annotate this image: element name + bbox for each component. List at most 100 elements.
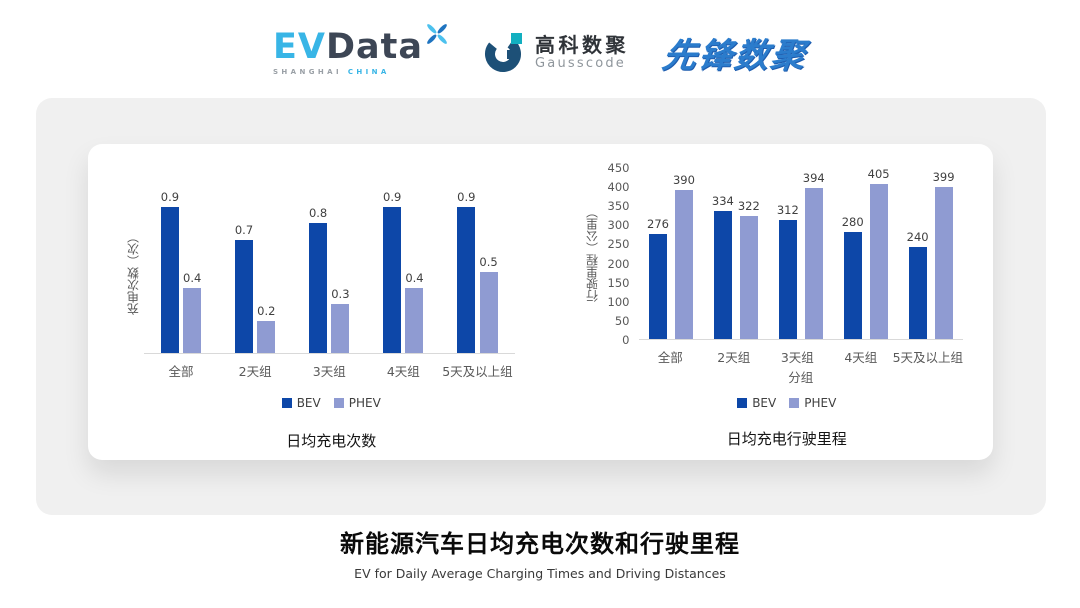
bar-bev (843, 231, 862, 339)
bar-column: 276 (647, 216, 669, 339)
bar-group: 0.9 0.4 (144, 191, 218, 353)
bar-value-label: 390 (672, 172, 695, 187)
legend-swatch (281, 398, 292, 408)
chart-title: 日均充电行驶里程 (726, 430, 847, 448)
category-label: 3天组 (312, 364, 346, 379)
bar-column: 0.9 (383, 191, 401, 353)
bar-column: 0.9 (457, 191, 475, 353)
bar-column: 312 (776, 202, 799, 339)
bar-phev (804, 188, 823, 339)
bar-value-label: 0.7 (234, 222, 254, 237)
category-label: 3天组 (780, 350, 814, 365)
y-tick-label: 150 (607, 275, 630, 290)
bar-bev (383, 207, 402, 353)
legend-item-bev: BEV (737, 396, 776, 410)
bar-phev (674, 189, 693, 339)
page-title: 新能源汽车日均充电次数和行驶里程 (340, 530, 740, 558)
y-tick-label: 350 (607, 199, 630, 214)
evdata-tagline: SHANGHAI CHINA (273, 68, 449, 76)
bar-column: 240 (907, 231, 929, 339)
legend-label: BEV (296, 396, 321, 410)
bar-column: 0.4 (183, 272, 201, 353)
legend-swatch (737, 398, 748, 408)
bar-value-label: 276 (647, 216, 669, 231)
content-panel: 充电次数（次） 0.9 0.4 0.7 0.2 0.8 0.3 0.9 0.4 0.9 0.5 全部 2… (36, 98, 1046, 515)
gausscode-mark-icon (485, 33, 523, 72)
gausscode-wordmark: 高科数聚 Gausscode (535, 34, 629, 71)
bar-column: 0.5 (479, 255, 498, 353)
bar-group: 276 390 (639, 172, 704, 339)
bar-bev (713, 211, 732, 339)
bar-column: 399 (932, 169, 955, 339)
pioneer-logo: 先锋数聚 (659, 35, 810, 76)
bar-value-label: 0.5 (479, 255, 498, 269)
legend-label: PHEV (348, 396, 381, 410)
bar-bev (234, 239, 253, 353)
y-axis-label: 行驶里程（公里） (585, 206, 599, 302)
bar-value-label: 334 (711, 194, 734, 209)
gausscode-cn-text: 高科数聚 (535, 32, 630, 57)
footer: 新能源汽车日均充电次数和行驶里程 EV for Daily Average Ch… (0, 524, 1080, 581)
bar-column: 280 (841, 214, 864, 339)
legend: BEV PHEV (581, 396, 994, 410)
bar-group: 0.7 0.2 (218, 222, 292, 353)
bar-column: 405 (868, 168, 890, 339)
bar-value-label: 0.9 (160, 190, 180, 205)
page-subtitle: EV for Daily Average Charging Times and … (354, 566, 726, 581)
bar-column: 0.4 (405, 271, 424, 353)
legend-item-bev: BEV (281, 396, 321, 410)
bar-phev (739, 215, 758, 339)
y-tick-label: 400 (607, 180, 630, 195)
bar-bev (160, 207, 179, 353)
evdata-tagline-china: CHINA (347, 67, 390, 76)
bar-group: 0.8 0.3 (292, 207, 366, 353)
y-tick-label: 100 (607, 294, 630, 309)
y-axis-label: 充电次数（次） (126, 231, 141, 315)
bar-value-label: 0.4 (183, 271, 202, 286)
bar-column: 0.7 (234, 222, 254, 353)
bar-bev (648, 233, 667, 339)
legend-swatch (333, 398, 344, 408)
bar-value-label: 0.9 (457, 190, 476, 205)
legend: BEV PHEV (122, 396, 541, 410)
bar-group: 312 394 (768, 172, 833, 339)
bar-value-label: 0.3 (331, 287, 350, 302)
evdata-tagline-shanghai: SHANGHAI (272, 67, 342, 76)
bar-value-label: 394 (802, 171, 825, 186)
bar-bev (908, 247, 927, 339)
bar-group: 0.9 0.4 (366, 191, 440, 353)
bar-value-label: 0.4 (405, 271, 424, 286)
bar-phev (257, 320, 276, 353)
category-label: 全部 (168, 364, 194, 379)
bar-value-label: 399 (932, 169, 955, 184)
bar-group: 280 405 (833, 168, 898, 339)
y-tick-label: 200 (607, 256, 630, 271)
y-tick-label: 0 (622, 333, 630, 347)
bar-value-label: 0.2 (257, 303, 276, 318)
y-tick-label: 250 (607, 237, 630, 252)
charts-card: 充电次数（次） 0.9 0.4 0.7 0.2 0.8 0.3 0.9 0.4 0.9 0.5 全部 2… (88, 144, 993, 460)
category-label: 4天组 (844, 350, 878, 365)
bar-phev (479, 272, 498, 353)
bar-phev (869, 184, 888, 339)
bar-phev (331, 304, 350, 353)
bar-column: 334 (712, 195, 734, 339)
bar-value-label: 280 (841, 214, 864, 229)
bar-value-label: 322 (737, 198, 760, 213)
plot-area: 276 390 334 322 312 394 280 405 240 399 (638, 168, 963, 340)
bar-phev (183, 288, 202, 353)
bar-column: 0.8 (309, 207, 327, 353)
y-tick-label: 300 (607, 218, 630, 233)
bar-value-label: 312 (776, 202, 799, 217)
bar-column: 394 (803, 172, 825, 339)
category-label: 5天及以上组 (892, 350, 964, 365)
evdata-logo: EVData SHANGHAI CHINA (273, 23, 449, 76)
bar-column: 0.2 (257, 303, 276, 353)
bar-value-label: 0.8 (308, 206, 328, 221)
category-axis: 全部 2天组 3天组 4天组 5天及以上组 (639, 347, 964, 366)
bar-group: 0.9 0.5 (440, 191, 514, 353)
category-label: 4天组 (386, 364, 420, 379)
legend-label: BEV (752, 396, 777, 410)
plot-area: 0.9 0.4 0.7 0.2 0.8 0.3 0.9 0.4 0.9 0.5 (144, 191, 515, 354)
